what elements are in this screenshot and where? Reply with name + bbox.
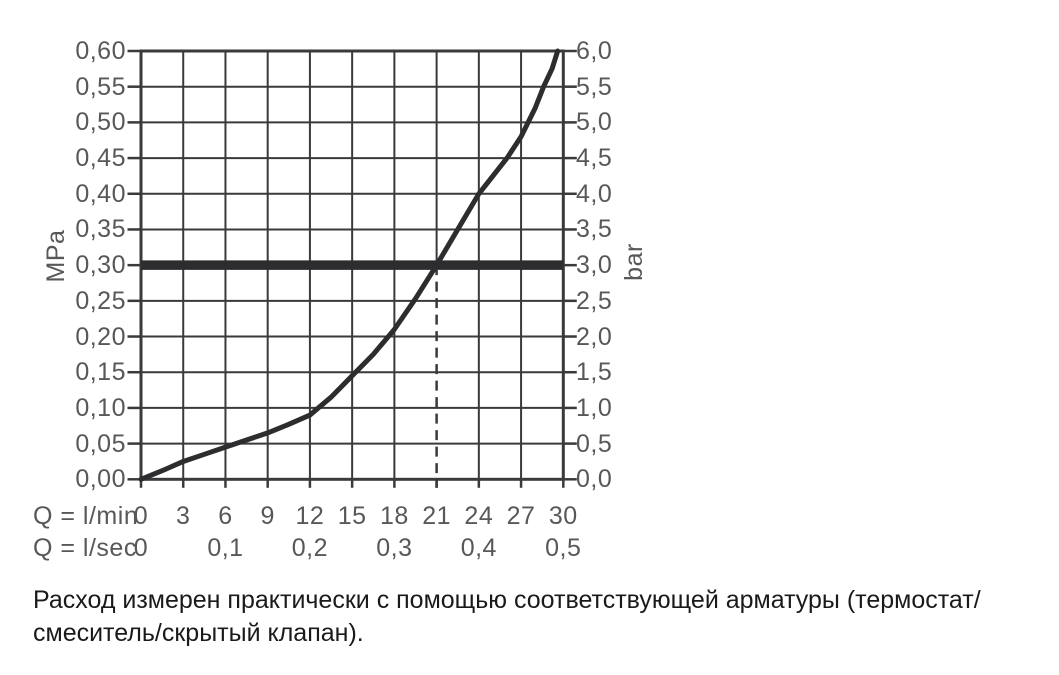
y-left-tick-label: 0,30 <box>75 251 126 280</box>
x-axis-lmin-row-label: Q = l/min <box>33 502 139 530</box>
x-axis-lsec-row-label: Q = l/sec <box>33 534 137 562</box>
x-lmin-tick-label: 30 <box>548 502 578 530</box>
x-lsec-tick-label: 0,2 <box>291 534 329 562</box>
y-left-tick-label: 0,60 <box>75 37 126 65</box>
x-lmin-tick-label: 12 <box>295 502 325 530</box>
y-left-tick-label: 0,15 <box>75 358 126 387</box>
x-lmin-tick-label: 3 <box>176 502 191 530</box>
x-lmin-tick-label: 24 <box>464 502 494 530</box>
x-lmin-tick-label: 27 <box>506 502 536 530</box>
y-right-tick-label: 2,5 <box>576 286 613 315</box>
flow-pressure-curve <box>138 48 561 482</box>
y-left-tick-label: 0,05 <box>75 429 126 458</box>
x-lsec-tick-label: 0,3 <box>376 534 413 562</box>
y-right-tick-label: 3,5 <box>576 215 613 244</box>
x-lsec-tick-label: 0,4 <box>460 534 497 562</box>
y-right-tick-label: 0,0 <box>576 465 613 494</box>
y-right-tick-label: 6,0 <box>576 37 613 65</box>
y-left-tick-label: 0,25 <box>75 286 126 315</box>
y-left-tick-label: 0,45 <box>75 144 126 173</box>
measurement-note-caption: Расход измерен практически с помощью соо… <box>33 586 981 647</box>
y-left-tick-label: 0,20 <box>75 322 126 351</box>
x-lmin-tick-label: 15 <box>337 502 367 530</box>
y-right-tick-label: 3,0 <box>576 251 613 280</box>
y-left-tick-label: 0,40 <box>75 179 126 208</box>
y-right-tick-label: 2,0 <box>576 322 613 351</box>
y-right-tick-label: 5,0 <box>576 108 613 137</box>
x-lmin-tick-label: 6 <box>218 502 233 530</box>
y-left-tick-label: 0,55 <box>75 72 126 101</box>
x-lsec-tick-label: 0,1 <box>207 534 244 562</box>
y-right-tick-label: 1,5 <box>576 358 613 387</box>
y-right-tick-label: 5,5 <box>576 72 613 101</box>
y-right-tick-label: 0,5 <box>576 429 613 458</box>
x-lmin-tick-label: 21 <box>422 502 452 530</box>
y-right-tick-label: 4,5 <box>576 144 613 173</box>
y-left-tick-label: 0,50 <box>75 108 126 137</box>
y-left-tick-label: 0,00 <box>75 465 126 494</box>
y-right-tick-label: 1,0 <box>576 393 613 422</box>
y-right-tick-label: 4,0 <box>576 179 613 208</box>
y-axis-right-unit-label: bar <box>620 243 648 281</box>
x-lsec-tick-label: 0,5 <box>545 534 582 562</box>
x-lmin-tick-label: 18 <box>379 502 409 530</box>
y-left-tick-label: 0,35 <box>75 215 126 244</box>
x-lmin-tick-label: 0 <box>133 502 149 530</box>
x-lmin-tick-label: 9 <box>260 502 275 530</box>
x-lsec-tick-label: 0 <box>133 534 149 562</box>
y-left-tick-label: 0,10 <box>75 393 126 422</box>
